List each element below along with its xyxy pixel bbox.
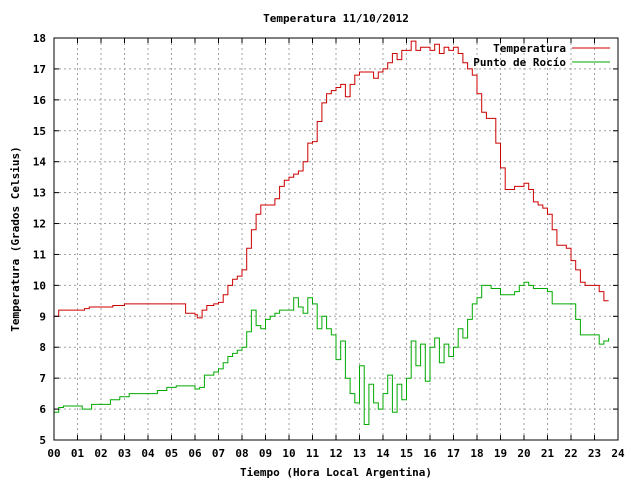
y-tick-label: 18 <box>33 32 46 45</box>
x-tick-label: 11 <box>306 447 320 460</box>
x-tick-label: 13 <box>353 447 366 460</box>
y-tick-label: 15 <box>33 125 46 138</box>
series-layer <box>54 40 610 425</box>
y-axis-label: Temperatura (Grados Celsius) <box>9 146 22 331</box>
ticks: 00 01 02 03 04 05 06 07 08 09 10 11 12 13 14 15 16 17 18 19… <box>33 32 625 460</box>
x-tick-label: 20 <box>517 447 530 460</box>
x-tick-label: 02 <box>94 447 107 460</box>
x-tick-label: 21 <box>541 447 555 460</box>
x-tick-label: 07 <box>212 447 225 460</box>
x-tick-label: 24 <box>611 447 625 460</box>
x-axis-label: Tiempo (Hora Local Argentina) <box>240 466 432 479</box>
series-line-temperatura <box>54 40 609 319</box>
y-tick-label: 5 <box>39 434 46 447</box>
x-tick-label: 00 <box>47 447 60 460</box>
x-tick-label: 04 <box>141 447 155 460</box>
x-tick-label: 22 <box>564 447 577 460</box>
x-tick-label: 08 <box>235 447 248 460</box>
y-tick-label: 11 <box>33 248 47 261</box>
y-tick-label: 17 <box>33 63 46 76</box>
y-tick-label: 10 <box>33 279 46 292</box>
y-tick-label: 7 <box>39 372 46 385</box>
legend-label: Punto de Rocío <box>473 56 566 69</box>
x-tick-label: 23 <box>588 447 601 460</box>
y-tick-label: 13 <box>33 187 46 200</box>
x-tick-label: 05 <box>165 447 178 460</box>
x-tick-label: 12 <box>329 447 342 460</box>
y-tick-label: 8 <box>39 341 46 354</box>
grid <box>54 38 618 440</box>
legend-label: Temperatura <box>493 42 566 55</box>
x-tick-label: 03 <box>118 447 131 460</box>
y-tick-label: 9 <box>39 310 46 323</box>
x-tick-label: 17 <box>447 447 460 460</box>
chart-title: Temperatura 11/10/2012 <box>263 12 409 25</box>
x-tick-label: 15 <box>400 447 413 460</box>
x-tick-label: 16 <box>423 447 437 460</box>
x-tick-label: 01 <box>71 447 85 460</box>
y-tick-label: 14 <box>33 156 47 169</box>
y-tick-label: 16 <box>33 94 47 107</box>
y-tick-label: 12 <box>33 218 46 231</box>
y-tick-label: 6 <box>39 403 46 416</box>
x-tick-label: 18 <box>470 447 483 460</box>
series-line-punto-de-rocio <box>54 281 610 425</box>
x-tick-label: 09 <box>259 447 272 460</box>
x-tick-label: 19 <box>494 447 507 460</box>
x-tick-label: 06 <box>188 447 202 460</box>
x-tick-label: 14 <box>376 447 390 460</box>
x-tick-label: 10 <box>282 447 295 460</box>
